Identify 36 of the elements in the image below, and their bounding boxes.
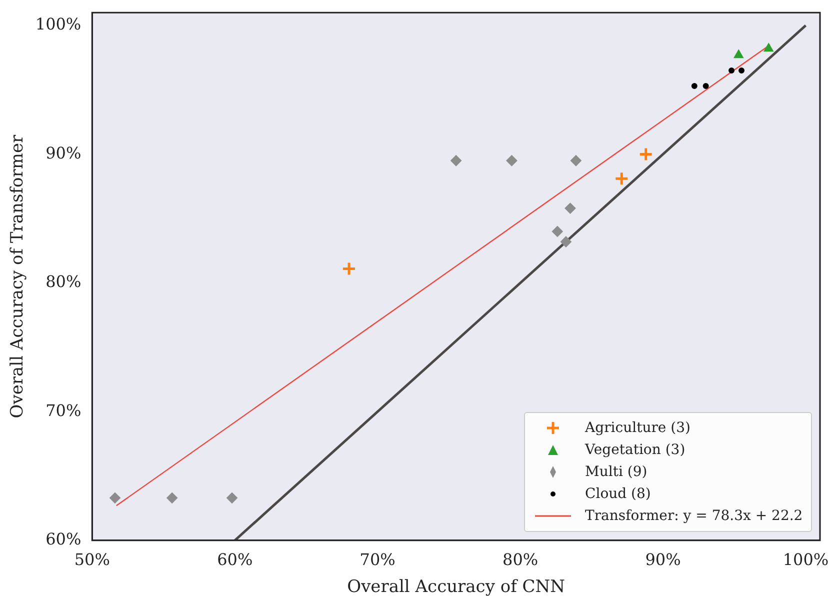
legend-label: Transformer: y = 78.3x + 22.2	[585, 508, 803, 524]
x-tick-label: 100%	[782, 550, 829, 570]
x-tick-label: 70%	[360, 550, 396, 570]
y-tick-label: 100%	[35, 14, 82, 34]
y-axis-title: Overall Accuracy of Transformer	[8, 134, 28, 418]
x-tick-label: 90%	[645, 550, 681, 570]
point	[614, 171, 629, 186]
point	[738, 68, 745, 74]
point	[564, 202, 576, 214]
point	[506, 155, 518, 166]
point	[342, 262, 356, 276]
point	[764, 43, 774, 52]
point	[226, 492, 238, 504]
point	[734, 50, 744, 58]
legend-label: Cloud (8)	[585, 486, 651, 502]
point	[109, 492, 120, 504]
point	[560, 236, 572, 248]
y-tick-label: 90%	[46, 143, 82, 162]
point	[166, 492, 178, 504]
legend-label: Agriculture (3)	[585, 420, 690, 436]
x-tick-label: 80%	[502, 550, 538, 570]
point	[450, 155, 462, 166]
point	[552, 226, 563, 237]
y-tick-label: 60%	[46, 530, 82, 549]
point	[691, 82, 698, 89]
legend-label: Vegetation (3)	[585, 442, 686, 458]
y-tick-label: 70%	[46, 400, 82, 420]
point	[570, 155, 582, 166]
point	[702, 82, 709, 89]
point	[728, 68, 735, 74]
y-tick-label: 80%	[46, 272, 82, 292]
x-tick-label: 60%	[217, 550, 253, 570]
point	[638, 146, 654, 162]
x-axis-title: Overall Accuracy of CNN	[347, 577, 566, 598]
legend-label: Multi (9)	[585, 464, 648, 480]
x-tick-label: 50%	[74, 550, 110, 570]
